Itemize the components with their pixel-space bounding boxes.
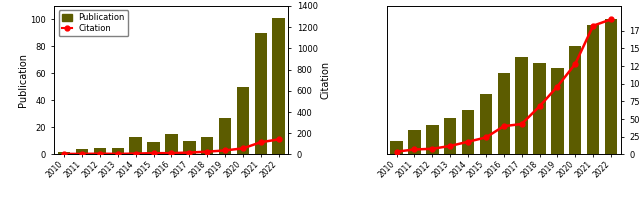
Bar <box>444 118 456 154</box>
Bar <box>533 63 546 154</box>
Bar <box>497 73 510 154</box>
Bar <box>219 118 231 154</box>
Bar <box>462 110 474 154</box>
Bar <box>426 125 438 154</box>
Bar <box>551 68 564 154</box>
Bar <box>165 134 178 154</box>
Bar <box>273 18 285 154</box>
Bar <box>76 149 88 154</box>
Bar <box>605 19 617 154</box>
Bar <box>129 137 142 154</box>
Bar <box>58 152 70 154</box>
Bar <box>147 142 160 154</box>
Bar <box>587 25 600 154</box>
Bar <box>390 141 403 154</box>
Bar <box>201 137 213 154</box>
Y-axis label: Citation: Citation <box>321 61 331 99</box>
Bar <box>515 57 528 154</box>
Y-axis label: Publication: Publication <box>17 53 28 107</box>
Bar <box>237 87 249 154</box>
Legend: Publication, Citation: Publication, Citation <box>59 10 128 36</box>
Bar <box>569 47 582 154</box>
Bar <box>408 130 420 154</box>
Bar <box>255 33 267 154</box>
Bar <box>183 141 196 154</box>
Bar <box>93 148 106 154</box>
Bar <box>111 148 124 154</box>
Bar <box>479 94 492 154</box>
